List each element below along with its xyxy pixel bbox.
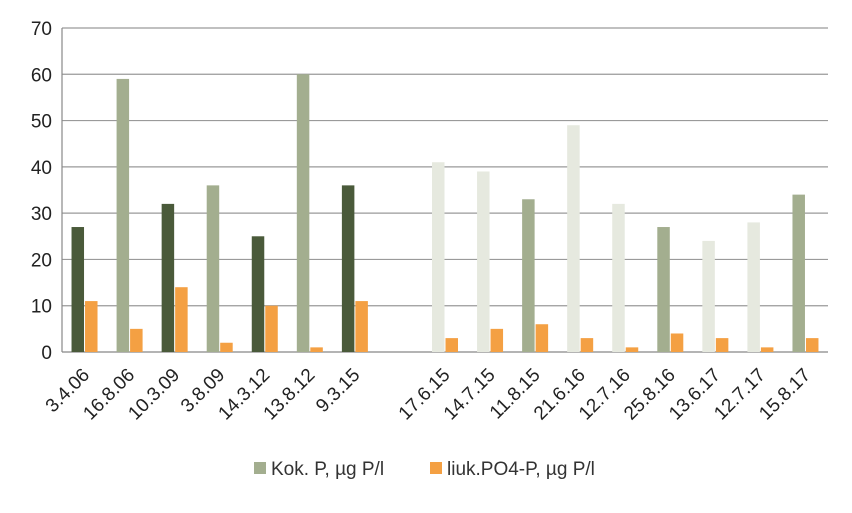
bar-liuk-po4 xyxy=(355,301,368,352)
bar-liuk-po4 xyxy=(760,347,774,352)
bar-kok-p xyxy=(567,125,580,352)
x-tick-label: 15.8.17 xyxy=(755,365,815,425)
y-axis-ticks: 0 10 20 30 40 50 60 70 xyxy=(31,19,52,364)
bar-liuk-po4 xyxy=(310,347,323,352)
legend: Kok. P, µg P/l liuk.PO4-P, µg P/l xyxy=(254,459,595,480)
bar-kok-p xyxy=(522,199,535,352)
bar-kok-p xyxy=(161,203,175,352)
bar-liuk-po4 xyxy=(535,324,549,352)
legend-swatch-liuk-po4 xyxy=(430,462,442,474)
bar-liuk-po4 xyxy=(580,338,594,352)
y-tick-label: 60 xyxy=(31,65,52,86)
x-tick-label: 14.7.15 xyxy=(440,365,500,425)
bar-kok-p xyxy=(251,236,265,352)
gridlines xyxy=(61,27,828,353)
bar-kok-p xyxy=(116,78,130,353)
bar-liuk-po4 xyxy=(805,338,819,352)
bar-liuk-po4 xyxy=(670,333,684,352)
x-tick-label: 10.3.09 xyxy=(124,365,184,425)
y-tick-label: 0 xyxy=(41,343,52,364)
bar-kok-p xyxy=(657,227,670,352)
bar-liuk-po4 xyxy=(130,328,143,352)
bar-kok-p xyxy=(206,185,220,352)
y-tick-label: 20 xyxy=(31,250,52,271)
bar-kok-p xyxy=(432,162,445,352)
y-tick-label: 40 xyxy=(31,158,52,179)
x-axis-ticks: 3.4.0616.8.0610.3.093.8.0914.3.1213.8.12… xyxy=(42,365,815,425)
bar-kok-p xyxy=(702,240,715,352)
y-tick-label: 70 xyxy=(31,19,52,40)
bar-liuk-po4 xyxy=(715,338,729,352)
y-tick-label: 50 xyxy=(31,112,52,133)
bar-liuk-po4 xyxy=(490,328,504,352)
bar-liuk-po4 xyxy=(625,347,639,352)
bar-liuk-po4 xyxy=(265,305,278,352)
y-tick-label: 30 xyxy=(31,204,52,225)
bar-kok-p xyxy=(341,185,355,352)
legend-swatch-kok-p xyxy=(254,462,266,474)
legend-label-liuk-po4: liuk.PO4-P, µg P/l xyxy=(447,459,595,480)
x-tick-label: 13.8.12 xyxy=(260,365,320,425)
bar-kok-p xyxy=(612,203,625,352)
bar-kok-p xyxy=(747,222,760,352)
x-tick-label: 9.3.15 xyxy=(312,365,364,417)
y-tick-label: 10 xyxy=(31,297,52,318)
legend-label-kok-p: Kok. P, µg P/l xyxy=(271,459,384,480)
series-kok-p-bars xyxy=(71,74,805,353)
bar-liuk-po4 xyxy=(175,287,188,352)
bar-kok-p xyxy=(792,194,805,352)
bar-liuk-po4 xyxy=(220,342,233,352)
series-liuk-po4-bars xyxy=(85,287,819,352)
bar-kok-p xyxy=(477,171,490,352)
bar-kok-p xyxy=(296,74,310,353)
bar-liuk-po4 xyxy=(445,338,458,352)
bar-kok-p xyxy=(71,227,85,352)
bar-liuk-po4 xyxy=(85,301,98,352)
